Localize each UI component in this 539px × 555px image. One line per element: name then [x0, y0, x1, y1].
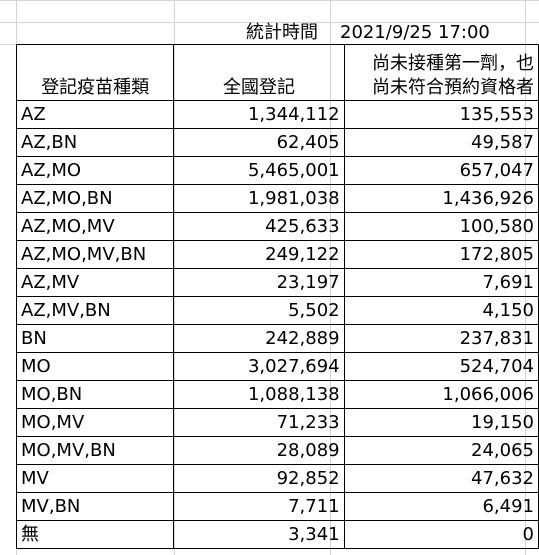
header-pending-line1: 尚未接種第一劑，也 — [372, 53, 534, 74]
stat-time-label[interactable]: 統計時間 — [246, 22, 318, 43]
cell-pending[interactable]: 49,587 — [343, 128, 539, 157]
stat-time-value[interactable]: 2021/9/25 17:00 — [340, 22, 490, 43]
table-row: AZ 1,344,112 135,553 — [15, 100, 539, 129]
header-national[interactable]: 全國登記 — [173, 44, 345, 101]
header-pending-line2: 尚未符合預約資格者 — [372, 77, 534, 98]
cell-national[interactable]: 62,405 — [173, 128, 345, 157]
cell-national[interactable]: 71,233 — [173, 408, 345, 437]
cell-vaccine-type[interactable]: AZ,MO — [15, 156, 175, 185]
grid-line — [0, 22, 539, 23]
table-row: AZ,MO,BN 1,981,038 1,436,926 — [15, 184, 539, 213]
table-row: MO,MV 71,233 19,150 — [15, 408, 539, 437]
cell-pending[interactable]: 6,491 — [343, 492, 539, 521]
cell-national[interactable]: 5,465,001 — [173, 156, 345, 185]
cell-vaccine-type[interactable]: MO,MV — [15, 408, 175, 437]
cell-pending[interactable]: 1,066,006 — [343, 380, 539, 409]
cell-national[interactable]: 1,344,112 — [173, 100, 345, 129]
cell-pending[interactable]: 135,553 — [343, 100, 539, 129]
cell-national[interactable]: 242,889 — [173, 324, 345, 353]
header-vaccine-type[interactable]: 登記疫苗種類 — [15, 44, 175, 101]
cell-pending[interactable]: 0 — [343, 520, 539, 549]
cell-national[interactable]: 7,711 — [173, 492, 345, 521]
cell-pending[interactable]: 172,805 — [343, 240, 539, 269]
table-row: MO,BN 1,088,138 1,066,006 — [15, 380, 539, 409]
header-row: 登記疫苗種類 全國登記 尚未接種第一劑，也 尚未符合預約資格者 — [15, 44, 539, 101]
cell-vaccine-type[interactable]: AZ,MV — [15, 268, 175, 297]
table-row: AZ,MV,BN 5,502 4,150 — [15, 296, 539, 325]
cell-vaccine-type[interactable]: MO,BN — [15, 380, 175, 409]
cell-vaccine-type[interactable]: BN — [15, 324, 175, 353]
table-row: MV 92,852 47,632 — [15, 464, 539, 493]
table-row: AZ,MO 5,465,001 657,047 — [15, 156, 539, 185]
vaccine-table: 登記疫苗種類 全國登記 尚未接種第一劑，也 尚未符合預約資格者 AZ 1,344,… — [15, 44, 539, 549]
cell-pending[interactable]: 47,632 — [343, 464, 539, 493]
cell-vaccine-type[interactable]: MV,BN — [15, 492, 175, 521]
cell-pending[interactable]: 24,065 — [343, 436, 539, 465]
cell-pending[interactable]: 4,150 — [343, 296, 539, 325]
cell-pending[interactable]: 1,436,926 — [343, 184, 539, 213]
cell-vaccine-type[interactable]: MO,MV,BN — [15, 436, 175, 465]
cell-national[interactable]: 28,089 — [173, 436, 345, 465]
cell-vaccine-type[interactable]: AZ,MO,BN — [15, 184, 175, 213]
cell-national[interactable]: 3,341 — [173, 520, 345, 549]
cell-national[interactable]: 92,852 — [173, 464, 345, 493]
cell-vaccine-type[interactable]: MO — [15, 352, 175, 381]
table-row: BN 242,889 237,831 — [15, 324, 539, 353]
cell-national[interactable]: 425,633 — [173, 212, 345, 241]
cell-national[interactable]: 23,197 — [173, 268, 345, 297]
cell-pending[interactable]: 19,150 — [343, 408, 539, 437]
cell-national[interactable]: 3,027,694 — [173, 352, 345, 381]
cell-vaccine-type[interactable]: AZ,MV,BN — [15, 296, 175, 325]
cell-pending[interactable]: 100,580 — [343, 212, 539, 241]
cell-vaccine-type[interactable]: AZ,MO,MV,BN — [15, 240, 175, 269]
table-row: AZ,BN 62,405 49,587 — [15, 128, 539, 157]
table-row: AZ,MO,MV,BN 249,122 172,805 — [15, 240, 539, 269]
table-row: MO 3,027,694 524,704 — [15, 352, 539, 381]
cell-vaccine-type[interactable]: MV — [15, 464, 175, 493]
table-row: MV,BN 7,711 6,491 — [15, 492, 539, 521]
cell-vaccine-type[interactable]: AZ — [15, 100, 175, 129]
cell-vaccine-type[interactable]: AZ,BN — [15, 128, 175, 157]
cell-national[interactable]: 249,122 — [173, 240, 345, 269]
grid-line — [0, 0, 539, 1]
cell-pending[interactable]: 7,691 — [343, 268, 539, 297]
cell-pending[interactable]: 237,831 — [343, 324, 539, 353]
table-row: 無 3,341 0 — [15, 520, 539, 549]
cell-national[interactable]: 1,088,138 — [173, 380, 345, 409]
header-pending[interactable]: 尚未接種第一劑，也 尚未符合預約資格者 — [343, 44, 539, 101]
cell-pending[interactable]: 657,047 — [343, 156, 539, 185]
table-row: MO,MV,BN 28,089 24,065 — [15, 436, 539, 465]
cell-national[interactable]: 5,502 — [173, 296, 345, 325]
cell-vaccine-type[interactable]: AZ,MO,MV — [15, 212, 175, 241]
cell-vaccine-type[interactable]: 無 — [15, 520, 175, 549]
table-row: AZ,MV 23,197 7,691 — [15, 268, 539, 297]
table-row: AZ,MO,MV 425,633 100,580 — [15, 212, 539, 241]
cell-pending[interactable]: 524,704 — [343, 352, 539, 381]
cell-national[interactable]: 1,981,038 — [173, 184, 345, 213]
